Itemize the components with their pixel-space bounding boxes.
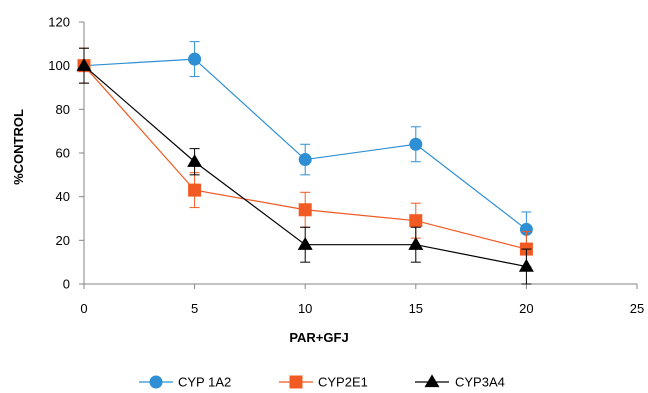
y-axis-title: %CONTROL [11, 109, 26, 185]
data-point [408, 237, 424, 250]
y-tick-label: 120 [48, 15, 70, 30]
data-point [187, 154, 203, 167]
data-point [188, 183, 202, 197]
data-point [409, 137, 423, 151]
legend-item-cyp3a4: CYP3A4 [415, 374, 505, 390]
x-tick-label: 5 [191, 301, 198, 316]
legend-marker [424, 374, 440, 388]
x-tick-label: 20 [519, 301, 533, 316]
legend-marker [289, 375, 303, 389]
axes [79, 21, 638, 289]
legend-label: CYP 1A2 [178, 375, 231, 390]
data-point [409, 214, 423, 228]
data-point [76, 58, 92, 71]
data-point [519, 222, 533, 236]
data-point [298, 153, 312, 167]
x-tick-label: 25 [630, 301, 644, 316]
data-point [518, 258, 534, 272]
legend: CYP 1A2 CYP2E1 CYP3A4 [139, 374, 505, 390]
legend-marker [149, 375, 163, 389]
legend-label: CYP3A4 [455, 375, 505, 390]
y-tick-label: 60 [56, 146, 70, 161]
y-tick-label: 40 [56, 189, 70, 204]
legend-label: CYP2E1 [318, 375, 368, 390]
series [76, 41, 534, 285]
y-tick-label: 100 [48, 58, 70, 73]
x-tick-label: 10 [298, 301, 312, 316]
x-axis-title: PAR+GFJ [289, 330, 348, 345]
x-tick-label: 15 [409, 301, 423, 316]
legend-item-cyp2e1: CYP2E1 [279, 375, 368, 390]
y-tick-label: 0 [63, 277, 70, 292]
tick-labels: 0 20 40 60 80 100 120 0 5 10 15 20 25 [48, 15, 644, 317]
data-point [297, 237, 313, 250]
data-point [188, 52, 202, 66]
y-tick-label: 80 [56, 102, 70, 117]
data-point [298, 203, 312, 217]
y-tick-label: 20 [56, 233, 70, 248]
series-cyp3a4 [76, 47, 534, 285]
legend-item-cyp-1a2: CYP 1A2 [139, 375, 231, 390]
x-tick-label: 0 [80, 301, 87, 316]
